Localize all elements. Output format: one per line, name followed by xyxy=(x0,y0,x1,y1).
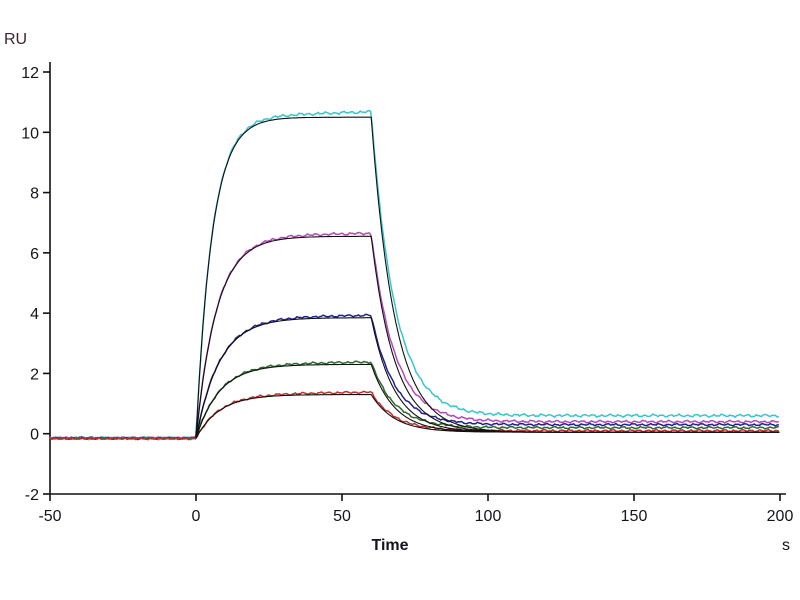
x-axis-title: Time xyxy=(371,537,409,554)
y-tick-label: 12 xyxy=(21,65,39,82)
fit-curve-trace-3 xyxy=(195,317,780,439)
x-tick-label: 50 xyxy=(333,508,351,525)
fit-curve-trace-2 xyxy=(195,235,780,439)
y-tick-label: 6 xyxy=(30,246,39,263)
observed-trace-trace-4 xyxy=(49,360,780,441)
observed-trace-trace-1-highest-concentration xyxy=(49,109,780,441)
x-tick-label: 200 xyxy=(767,508,794,525)
fit-curve-trace-1-highest-concentration xyxy=(195,116,780,439)
y-tick-label: 10 xyxy=(21,125,39,142)
y-tick-label: 4 xyxy=(30,306,39,323)
y-tick-label: -2 xyxy=(25,487,39,504)
y-tick-label: 8 xyxy=(30,186,39,203)
x-tick-label: 0 xyxy=(192,508,201,525)
observed-trace-trace-5-lowest-concentration xyxy=(49,390,779,441)
x-tick-label: -50 xyxy=(38,508,61,525)
x-axis-unit-label: s xyxy=(782,537,790,554)
fit-curve-trace-5-lowest-concentration xyxy=(195,394,780,439)
x-tick-label: 100 xyxy=(475,508,502,525)
y-axis-unit-label: RU xyxy=(4,31,28,48)
y-tick-label: 2 xyxy=(30,366,39,383)
y-tick-label: 0 xyxy=(30,427,39,444)
x-tick-label: 150 xyxy=(621,508,648,525)
